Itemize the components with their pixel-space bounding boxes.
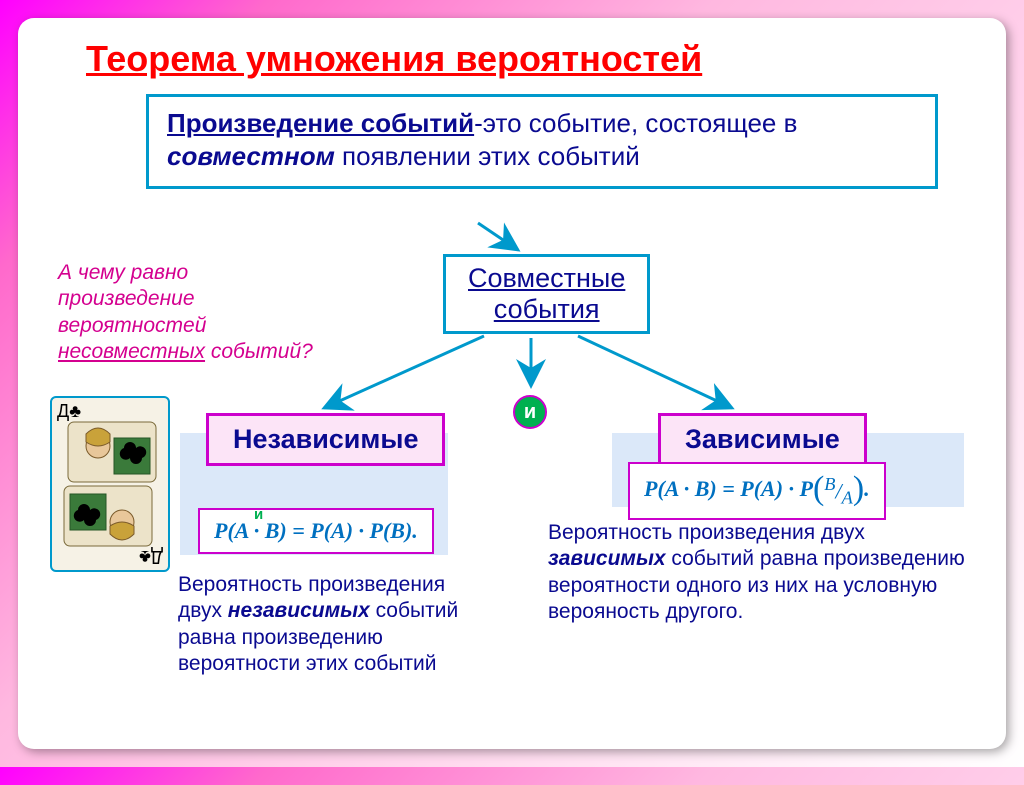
and-small: и xyxy=(254,506,263,523)
formula-dependent: P(A · B) = P(A) · P(B/A). xyxy=(628,462,886,520)
formula-independent: и P(A · B) = P(A) · P(B). xyxy=(198,508,434,554)
and-badge: и xyxy=(513,395,547,429)
formula-dep-suffix: . xyxy=(864,476,870,501)
formula-dep-prefix: P(A · B) = P(A) · P xyxy=(644,476,813,501)
formula-indep-text: P(A · B) = P(A) · P(B). xyxy=(214,518,418,543)
independent-box: Независимые xyxy=(206,413,445,466)
slide-panel: Теорема умножения вероятностей Произведе… xyxy=(18,18,1006,749)
dependent-box: Зависимые xyxy=(658,413,867,466)
